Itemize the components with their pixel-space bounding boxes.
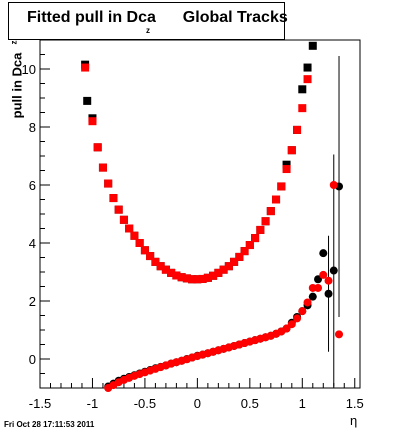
data-point-square (282, 160, 291, 169)
data-point-circle (314, 275, 323, 284)
data-point-square (88, 117, 97, 126)
x-tick-label: 1 (299, 396, 306, 411)
data-point-square (277, 182, 286, 191)
data-point-square (245, 241, 254, 250)
data-point-circle (314, 283, 323, 292)
x-axis-label: η (350, 413, 358, 428)
data-point-square (219, 265, 228, 274)
data-point-square (146, 252, 155, 261)
data-point-square (298, 104, 307, 113)
data-point-square (235, 252, 244, 261)
data-point-square (240, 247, 249, 256)
data-point-square (93, 143, 102, 152)
timestamp-footer: Fri Oct 28 17:11:53 2011 (4, 420, 95, 429)
plot-frame (39, 39, 361, 389)
data-point-square (261, 217, 270, 226)
data-point-square (303, 63, 312, 72)
data-point-square (81, 63, 90, 72)
data-point-square (156, 262, 165, 271)
data-point-square (272, 195, 281, 204)
x-tick-label: 1.5 (346, 396, 364, 411)
data-point-square (119, 215, 128, 224)
data-point-circle (319, 249, 328, 258)
data-point-square (177, 273, 186, 282)
data-point-square (188, 275, 197, 284)
x-tick-label: -1.5 (29, 396, 51, 411)
data-point-square (125, 224, 134, 233)
data-point-circle (329, 266, 338, 275)
data-point-circle (319, 270, 328, 279)
x-tick-label: -0.5 (134, 396, 156, 411)
data-point-circle (335, 330, 344, 339)
y-axis-label-subscript: z (9, 40, 19, 45)
data-point-square (298, 85, 307, 94)
data-point-square (214, 268, 223, 277)
x-tick-label: -1 (87, 396, 99, 411)
data-point-square (104, 179, 113, 188)
data-point-square (308, 41, 317, 50)
data-point-square (224, 262, 233, 271)
data-point-square (161, 265, 170, 274)
data-point-square (140, 246, 149, 255)
chart-title-main: Fitted pull in Dca (27, 9, 156, 26)
data-point-square (130, 231, 139, 240)
data-point-circle (329, 181, 338, 189)
data-point-square (209, 271, 218, 280)
chart-title-suffix: Global Tracks (182, 9, 288, 26)
data-point-square (172, 271, 181, 280)
data-point-square (303, 75, 312, 84)
y-tick-label: 0 (29, 352, 36, 367)
data-point-circle (287, 320, 296, 329)
data-point-circle (324, 276, 333, 285)
data-point-square (256, 225, 265, 234)
data-point-square (287, 146, 296, 155)
x-tick-label: 0.5 (241, 396, 259, 411)
data-point-square (230, 257, 239, 266)
data-point-square (98, 163, 107, 172)
chart-title: Fitted pull in Dca Global Tracks (27, 9, 288, 27)
y-axis-label: pull in Dca (9, 52, 25, 119)
data-point-square (135, 239, 144, 247)
data-point-circle (303, 298, 312, 307)
data-point-circle (298, 307, 307, 316)
title-box: Fitted pull in Dca Global Tracks z (8, 2, 288, 40)
y-tick-label: 4 (29, 236, 36, 251)
data-point-square (293, 125, 302, 134)
data-marks (81, 41, 344, 392)
y-tick-label: 8 (29, 120, 36, 135)
data-point-square (109, 194, 118, 203)
data-point-square (203, 273, 212, 282)
y-tick-label: 10 (22, 62, 36, 77)
data-point-square (151, 257, 160, 266)
chart-title-subscript: z (146, 26, 150, 35)
data-point-square (251, 234, 260, 243)
axes: -1.5 -1 -0.5 0 0.5 1 1.5 0 2 4 6 8 10 (22, 39, 364, 411)
data-point-circle (293, 314, 302, 323)
y-tick-label: 6 (29, 178, 36, 193)
data-point-circle (308, 292, 317, 301)
data-point-square (182, 274, 191, 283)
data-point-square (282, 165, 291, 174)
data-point-square (198, 274, 207, 283)
data-point-circle (282, 324, 291, 333)
data-point-square (193, 275, 202, 284)
data-point-circle (324, 289, 333, 298)
data-point-square (167, 268, 176, 277)
x-tick-label: 0 (194, 396, 201, 411)
data-point-square (114, 205, 123, 214)
data-point-square (266, 207, 275, 216)
y-tick-label: 2 (29, 294, 36, 309)
data-point-square (83, 96, 92, 105)
